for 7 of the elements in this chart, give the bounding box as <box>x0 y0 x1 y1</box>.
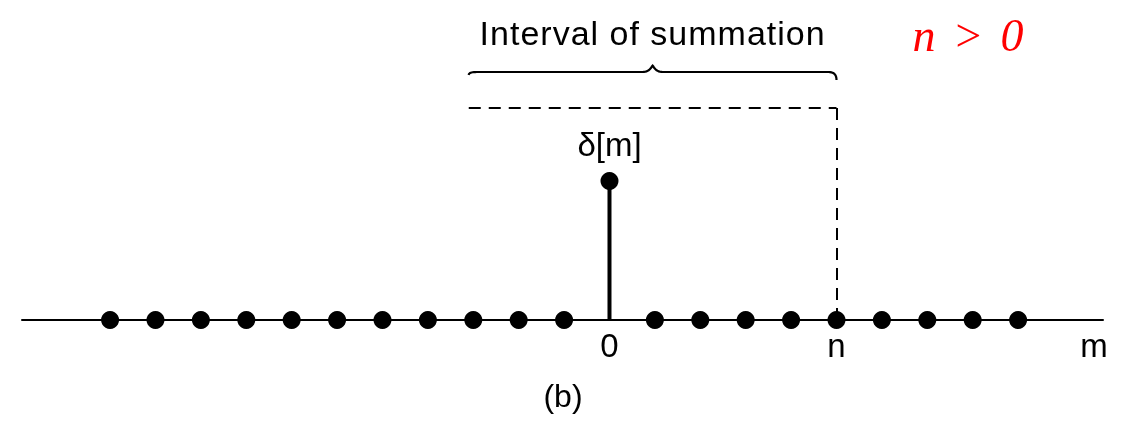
x-tick-label: 0 <box>600 327 619 364</box>
x-tick-label: n <box>827 327 846 364</box>
x-axis-title: m <box>1080 327 1108 364</box>
series-label: δ[m] <box>577 125 642 163</box>
text: Interval of summation <box>479 14 826 52</box>
text: (b) <box>543 378 583 414</box>
text: n > 0 <box>912 10 1024 61</box>
